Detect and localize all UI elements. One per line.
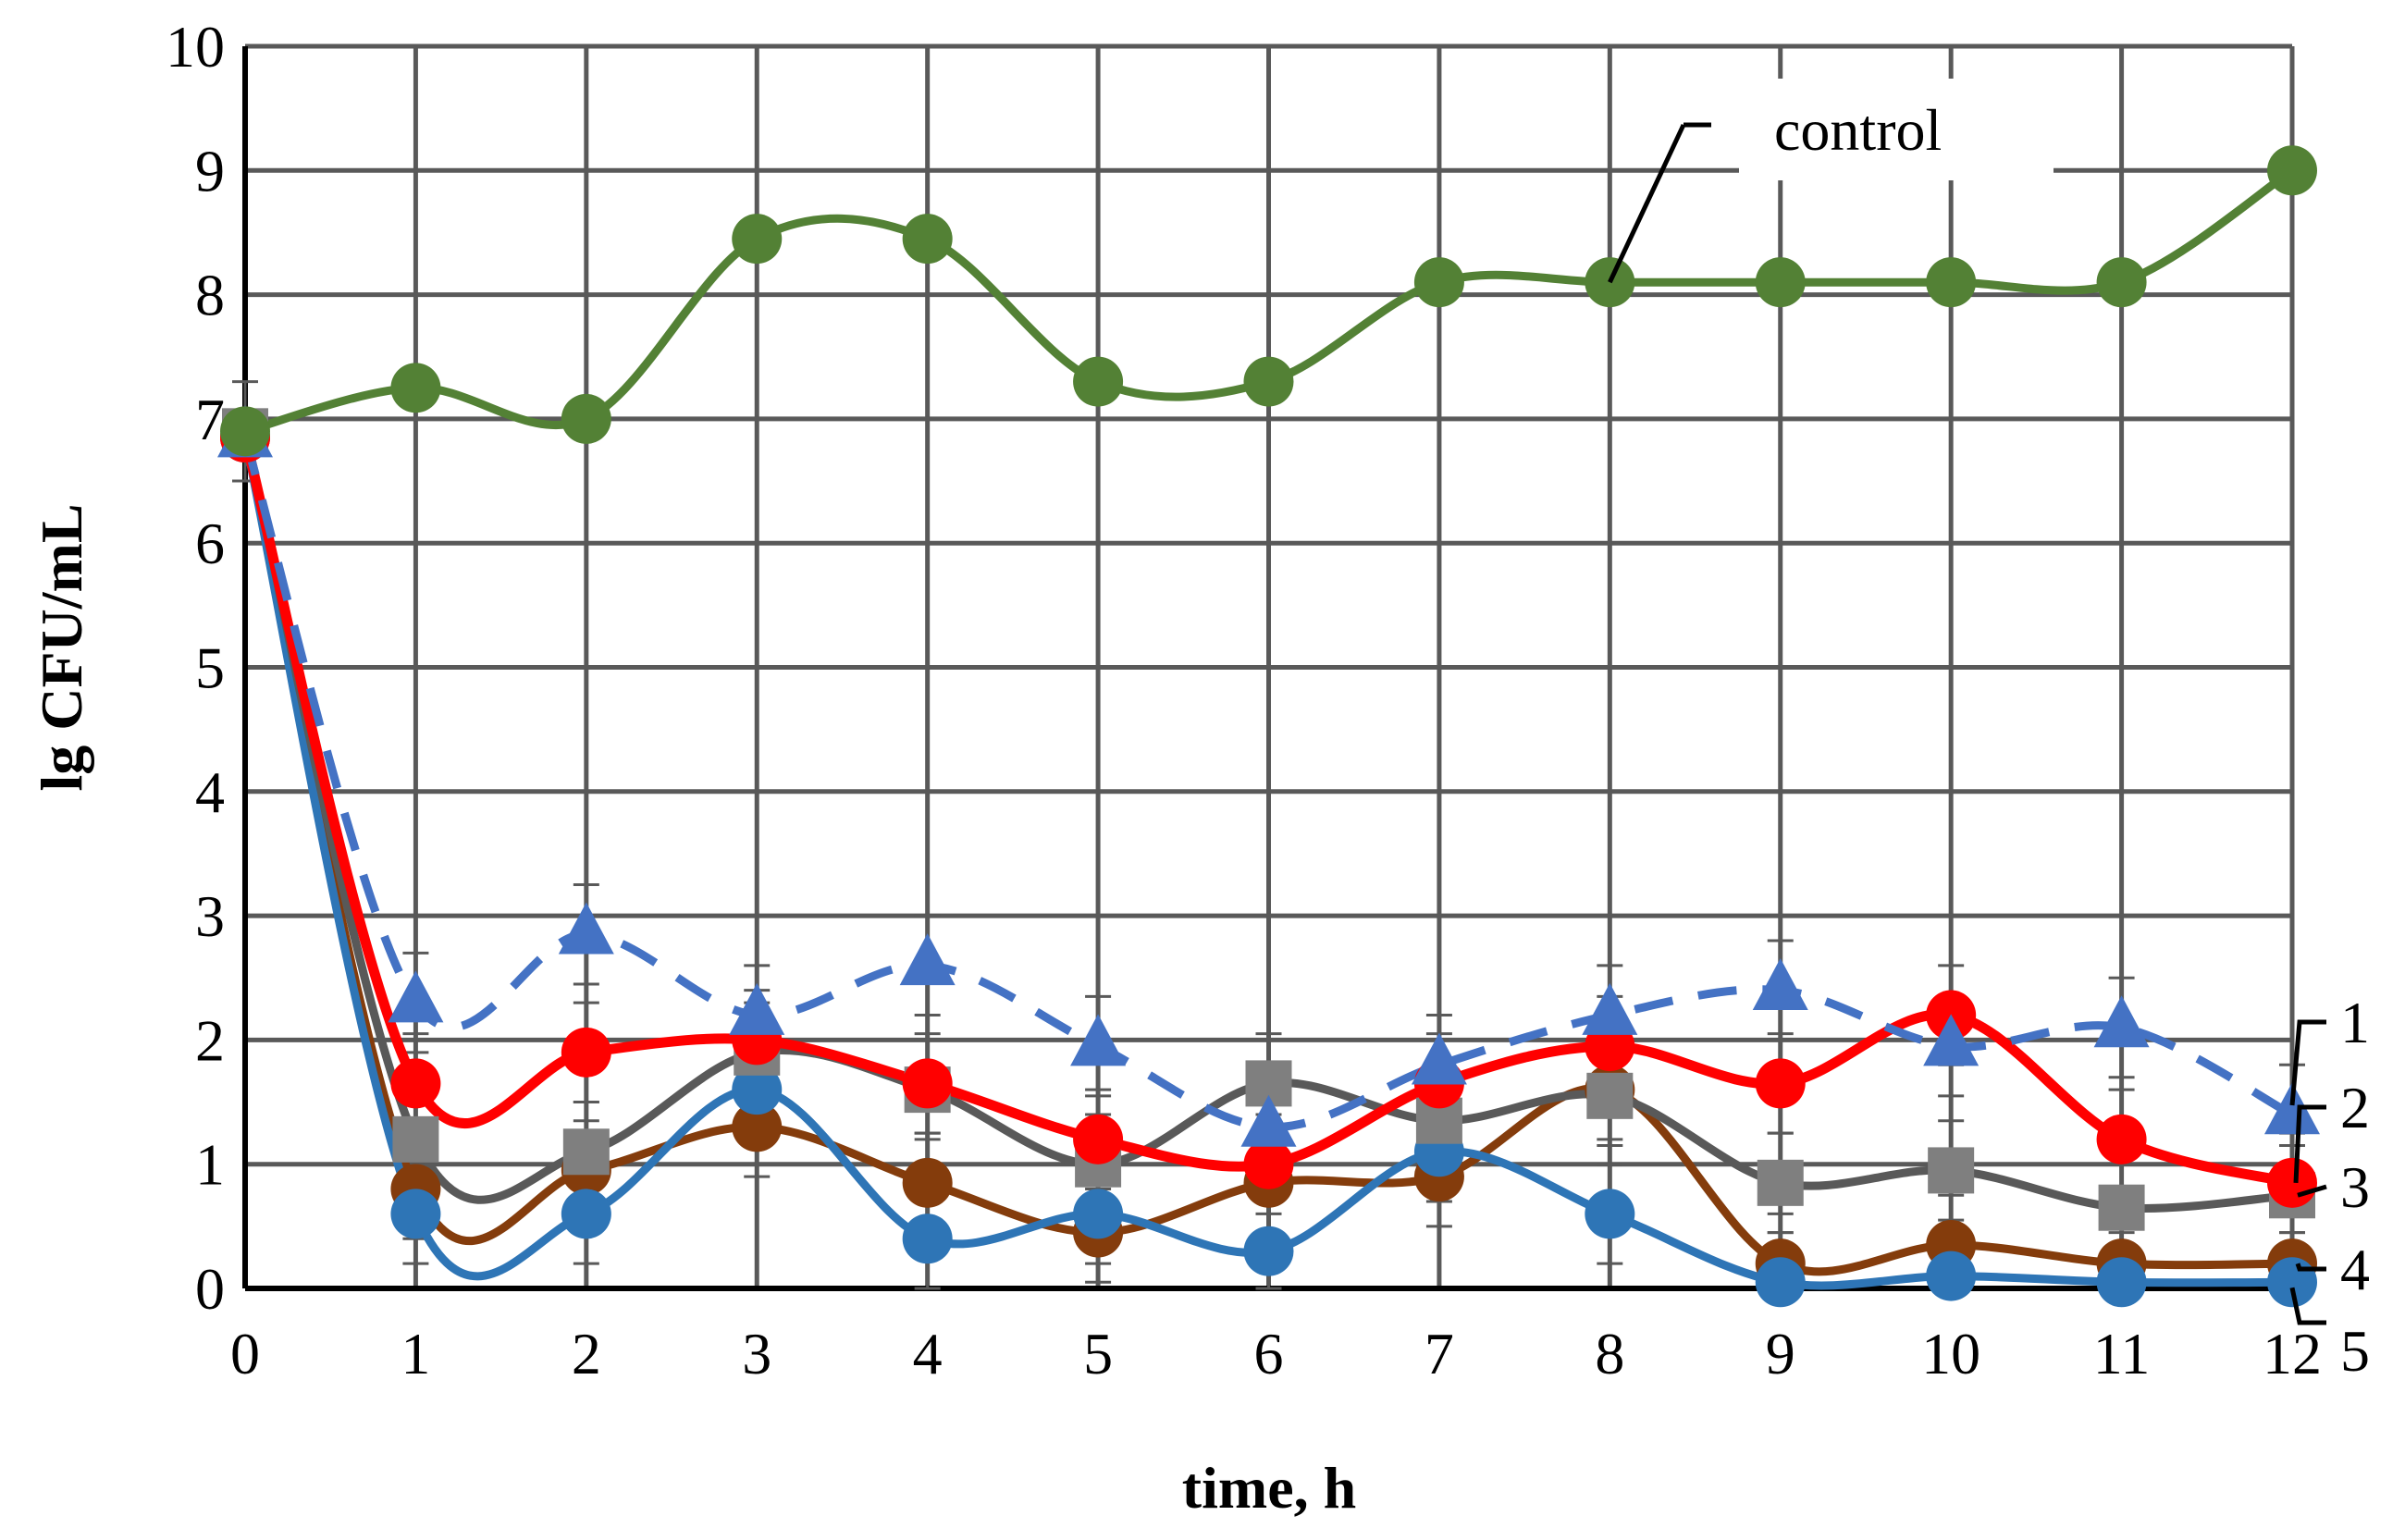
y-axis-title: lg CFU/mL [29, 503, 94, 791]
marker-3 [392, 1115, 439, 1163]
marker-5 [1755, 1257, 1806, 1308]
marker-5 [390, 1189, 441, 1239]
x-tick-label: 0 [230, 1321, 260, 1386]
marker-1 [388, 970, 444, 1023]
marker-2 [561, 1027, 611, 1078]
series-line-4 [240, 433, 2297, 1276]
x-tick-label: 12 [2263, 1321, 2322, 1386]
marker-2 [2267, 1157, 2317, 1208]
y-tick-label: 9 [195, 138, 225, 203]
y-tick-label: 3 [195, 883, 225, 949]
series-leader-3 [2297, 1184, 2327, 1198]
series-leader-5 [2289, 1287, 2326, 1325]
y-tick-label: 7 [195, 387, 225, 452]
marker-1 [558, 902, 614, 955]
marker-5 [2096, 1257, 2147, 1308]
marker-1 [1070, 1014, 1127, 1066]
y-tick-label: 8 [195, 263, 225, 328]
x-axis-title: time, h [1182, 1455, 1356, 1521]
marker-3 [2098, 1184, 2145, 1231]
marker-control [1755, 257, 1806, 308]
x-tick-labels: 0 1 2 3 4 5 6 7 8 9 10 11 12 [230, 1321, 2322, 1386]
marker-control [1413, 257, 1464, 308]
marker-3 [1586, 1072, 1634, 1119]
marker-2 [902, 1058, 953, 1109]
marker-5 [732, 1065, 783, 1115]
series-label-3: 3 [2340, 1154, 2370, 1220]
y-tick-label: 6 [195, 511, 225, 576]
marker-1 [2264, 1082, 2320, 1135]
marker-5 [1243, 1226, 1294, 1276]
x-tick-label: 1 [401, 1321, 430, 1386]
marker-5 [1926, 1250, 1977, 1301]
x-tick-label: 2 [572, 1321, 601, 1386]
series-label-4: 4 [2340, 1237, 2370, 1302]
series-label-2: 2 [2340, 1075, 2370, 1140]
marker-5 [902, 1214, 953, 1264]
marker-2 [1073, 1114, 1124, 1164]
series-markers [217, 145, 2320, 1308]
marker-1 [2093, 995, 2150, 1048]
y-tick-label: 1 [195, 1132, 225, 1198]
control-label-bg [1739, 79, 2054, 180]
x-tick-label: 10 [1921, 1321, 1980, 1386]
marker-control [1926, 257, 1977, 308]
y-tick-labels: 0 1 2 3 4 5 6 7 8 9 10 [166, 14, 225, 1322]
control-leader-line [1608, 123, 1686, 284]
x-tick-label: 6 [1254, 1321, 1284, 1386]
marker-control [732, 214, 783, 265]
series-leader-1 [2289, 1019, 2326, 1106]
y-tick-label: 0 [195, 1256, 225, 1322]
y-tick-label: 10 [166, 14, 225, 80]
marker-2 [390, 1058, 441, 1109]
x-tick-label: 11 [2093, 1321, 2151, 1386]
marker-control [1073, 356, 1124, 407]
marker-control [1243, 356, 1294, 407]
x-tick-label: 5 [1083, 1321, 1113, 1386]
x-tick-label: 7 [1424, 1321, 1454, 1386]
series-label-1: 1 [2340, 990, 2370, 1055]
y-tick-label: 4 [195, 759, 225, 825]
series-label-5: 5 [2340, 1318, 2370, 1384]
marker-1 [729, 982, 785, 1035]
marker-1 [1240, 1094, 1297, 1147]
y-tick-label: 5 [195, 635, 225, 701]
x-tick-label: 4 [913, 1321, 943, 1386]
y-tick-label: 2 [195, 1007, 225, 1073]
series-leader-4 [2295, 1263, 2326, 1272]
marker-control [902, 214, 953, 265]
marker-3 [562, 1128, 610, 1176]
marker-1 [899, 933, 956, 986]
marker-2 [1243, 1139, 1294, 1189]
marker-3 [1928, 1147, 1975, 1194]
series-line-5 [240, 433, 2297, 1290]
marker-control [220, 406, 270, 457]
series-line-1 [240, 436, 2295, 1131]
marker-1 [1923, 1014, 1980, 1066]
marker-control [390, 363, 441, 413]
marker-2 [1755, 1058, 1806, 1109]
series-line-3 [240, 426, 2297, 1213]
marker-3 [1757, 1159, 1804, 1206]
marker-1 [1752, 957, 1808, 1010]
marker-5 [1073, 1189, 1124, 1239]
x-tick-label: 9 [1766, 1321, 1795, 1386]
marker-5 [2267, 1257, 2317, 1308]
x-tick-label: 3 [742, 1321, 771, 1386]
marker-2 [2096, 1114, 2147, 1164]
marker-5 [561, 1189, 611, 1239]
marker-5 [1585, 1189, 1635, 1239]
marker-4 [902, 1157, 953, 1208]
marker-control [561, 393, 611, 444]
marker-1 [1411, 1032, 1467, 1085]
marker-4 [732, 1102, 783, 1152]
control-label: control [1774, 97, 1942, 163]
series-leader-2 [2293, 1104, 2326, 1183]
marker-control [2267, 145, 2317, 196]
marker-control [2096, 257, 2147, 308]
marker-1 [1582, 982, 1638, 1035]
x-tick-label: 8 [1595, 1321, 1624, 1386]
